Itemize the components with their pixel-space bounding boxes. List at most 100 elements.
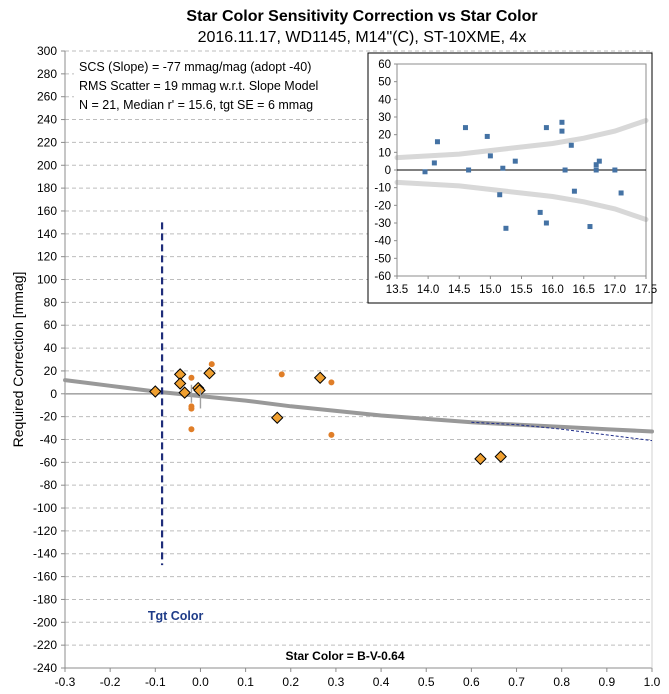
y-tick-label: 20 [44,364,58,378]
inset-y-tick-label: -60 [374,271,391,283]
inset-data-point [484,133,490,139]
inset-x-tick-label: 14.0 [417,284,439,296]
annotation-rms: RMS Scatter = 19 mmag w.r.t. Slope Model [79,79,318,93]
inset-data-point [500,165,506,171]
target-color-label: Tgt Color [148,609,204,623]
y-tick-label: 100 [37,273,57,287]
x-tick-label: -0.3 [55,675,76,689]
x-tick-label: 0.9 [599,675,616,689]
inset-chart: 60 50 40 30 20 10 0 -10 -20 -30 -40 -50 -60 13.5 14.0… [367,52,657,304]
inset-frame [367,52,653,304]
x-axis-label: Star Color = B-V-0.64 [285,649,404,663]
y-tick-label: 0 [50,387,57,401]
y-tick-label: 300 [37,44,57,58]
data-point-diamond [173,377,187,390]
inset-data-point [618,190,624,196]
inset-data-point [543,125,549,131]
x-tick-label: -0.1 [145,675,166,689]
annotation-slope: SCS (Slope) = -77 mmag/mag (adopt -40) [79,60,311,74]
inset-x-tick-label: 15.0 [479,284,501,296]
y-tick-label: -160 [33,570,57,584]
data-point-diamond [203,367,216,380]
inset-data-point [571,188,577,194]
main-data-points [149,361,507,466]
inset-data-point [462,125,468,131]
x-tick-label: 0.1 [237,675,254,689]
y-axis-label: Required Correction [mmag] [10,272,26,448]
x-tick-label: 0.0 [192,675,209,689]
x-tick-label: 0.8 [553,675,570,689]
y-tick-label: 260 [37,90,57,104]
y-tick-label: 220 [37,135,57,149]
x-tick-label: -0.2 [100,675,121,689]
inset-data-point [612,167,618,173]
inset-y-tick-label: 10 [378,147,391,159]
chart-title: Star Color Sensitivity Correction vs Sta… [186,8,537,25]
data-point-circle [328,431,335,438]
y-tick-label: 200 [37,158,57,172]
annotation-n-median: N = 21, Median r' = 15.6, tgt SE = 6 mma… [79,98,313,112]
data-point-circle [188,374,195,381]
inset-data-point [497,192,503,198]
inset-y-tick-label: -40 [374,236,391,248]
y-tick-label: 160 [37,204,57,218]
inset-data-point [587,224,593,230]
y-tick-label: 140 [37,227,57,241]
data-point-diamond [313,371,327,384]
inset-data-point [537,209,543,215]
x-tick-label: 0.2 [282,675,299,689]
inset-x-tick-label: 16.0 [541,284,563,296]
inset-y-tick-label: 20 [378,130,391,142]
inset-data-points [422,119,624,231]
chart-subtitle: 2016.11.17, WD1145, M14"(C), ST-10XME, 4… [198,29,527,46]
y-tick-label: 80 [44,295,58,309]
inset-data-point [543,220,549,226]
steep-model-curve [471,421,653,442]
data-point-circle [188,426,195,433]
inset-data-point [431,160,437,166]
inset-data-point [596,158,602,164]
inset-y-tick-label: -20 [374,200,391,212]
inset-x-tick-label: 14.5 [448,284,470,296]
data-point-diamond [474,452,487,466]
y-tick-label: -140 [33,547,57,561]
y-tick-label: 240 [37,113,57,127]
inset-y-tick-label: -50 [374,253,391,265]
inset-y-tick-label: 50 [378,77,391,89]
inset-y-tick-label: -30 [374,218,391,230]
x-tick-label: 0.4 [373,675,390,689]
inset-y-tick-label: 60 [378,59,391,71]
inset-y-tick-label: 40 [378,94,391,106]
y-tick-label: 280 [37,67,57,81]
x-tick-label: 0.7 [508,675,525,689]
inset-data-point [503,225,509,231]
inset-data-point [562,167,568,173]
x-tick-label: 0.3 [328,675,345,689]
y-tick-label: -80 [40,478,58,492]
inset-y-tick-label: 30 [378,112,391,124]
inset-envelope [394,118,649,222]
inset-y-tick-label: 0 [385,165,391,177]
y-tick-label: -180 [33,592,57,606]
inset-data-point [568,142,574,148]
inset-envelope-lower [394,179,649,222]
inset-data-point [434,139,440,145]
data-point-diamond [193,384,206,397]
inset-x-tick-labels: 13.5 14.0 14.5 15.0 15.5 16.0 16.5 17.0 17.5 [386,276,657,296]
data-point-diamond [178,386,191,399]
data-point-circle [278,371,285,378]
inset-data-point [466,167,472,173]
inset-x-tick-label: 15.5 [510,284,532,296]
main-y-tick-labels: 3002802602402202001801601401201008060402… [33,44,65,675]
y-tick-label: -100 [33,501,57,515]
y-tick-label: 180 [37,181,57,195]
annotation-box: SCS (Slope) = -77 mmag/mag (adopt -40) R… [74,54,374,116]
inset-data-point [593,162,599,168]
y-tick-label: -220 [33,638,57,652]
inset-data-point [422,169,428,175]
inset-data-point [593,167,599,173]
inset-data-point [559,119,565,125]
y-tick-label: 120 [37,250,57,264]
data-point-diamond [494,450,507,463]
